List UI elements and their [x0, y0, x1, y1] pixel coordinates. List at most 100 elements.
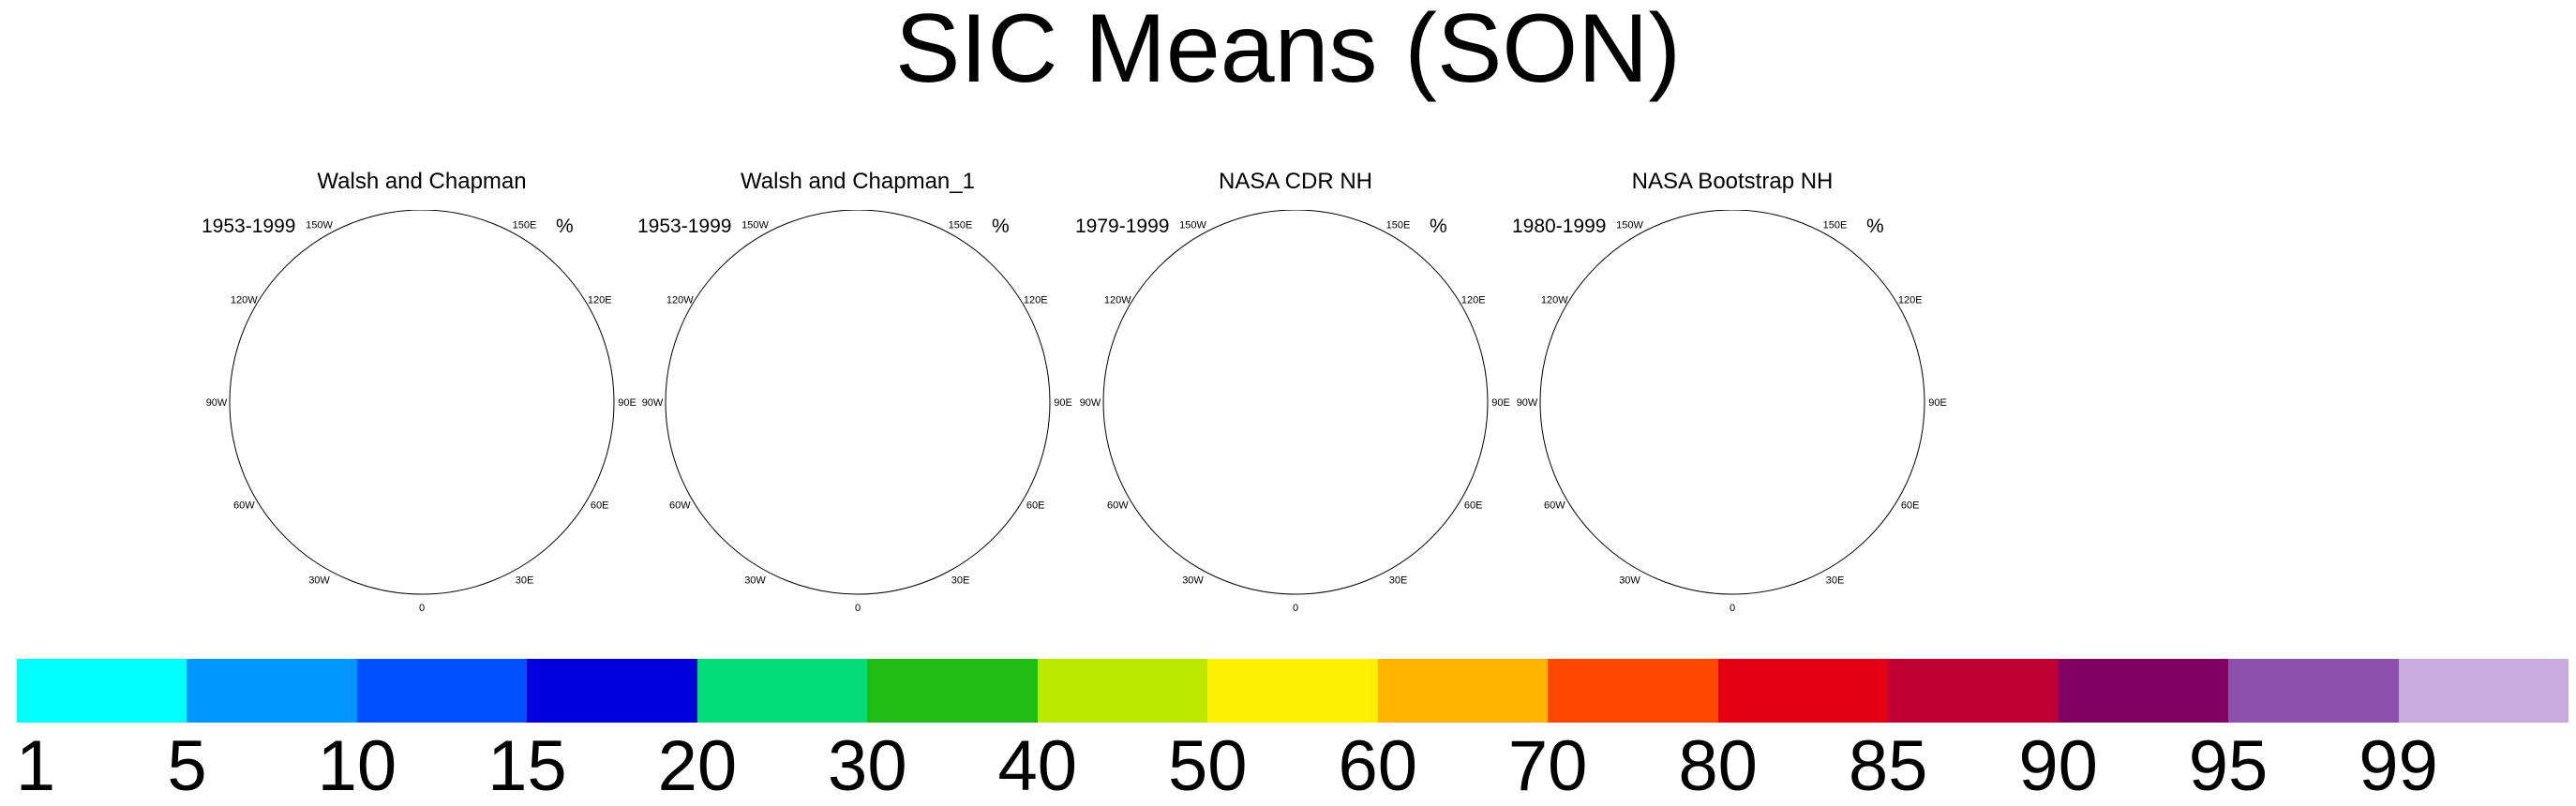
longitude-label: 30W — [744, 575, 766, 587]
longitude-label: 90E — [1491, 397, 1510, 409]
colorbar-label: 50 — [1167, 726, 1248, 806]
longitude-label: 30W — [1182, 575, 1204, 587]
longitude-label: 90W — [1517, 397, 1538, 409]
colorbar-label: 10 — [317, 726, 397, 806]
colorbar-swatch — [2398, 659, 2569, 723]
colorbar — [17, 659, 2569, 723]
longitude-label: 150W — [1179, 219, 1206, 231]
panel-units: % — [1430, 216, 1447, 237]
panel-title: NASA CDR NH — [1218, 169, 1373, 194]
longitude-label: 0 — [419, 603, 425, 613]
longitude-label: 120E — [1898, 295, 1923, 306]
longitude-label: 120W — [666, 295, 694, 306]
longitude-label: 150E — [1823, 219, 1848, 231]
longitude-label: 0 — [1293, 603, 1298, 613]
colorbar-swatch — [1548, 659, 1719, 723]
longitude-label: 90W — [1080, 397, 1101, 409]
longitude-label: 150W — [306, 219, 333, 231]
ocean-disk — [230, 210, 614, 594]
map-border — [229, 210, 615, 595]
colorbar-label: 95 — [2188, 726, 2269, 806]
longitude-label: 0 — [855, 603, 861, 613]
polar-map: 180150E120E90E60E30E030W60W90W120W150W — [206, 210, 637, 613]
longitude-label: 0 — [1730, 603, 1735, 613]
longitude-label: 30W — [308, 575, 330, 587]
longitude-label: 30E — [1826, 575, 1845, 587]
longitude-label: 60E — [1026, 500, 1045, 512]
colorbar-swatch — [2228, 659, 2400, 723]
longitude-label: 120E — [1024, 295, 1048, 306]
longitude-label: 60W — [233, 500, 255, 512]
ocean-disk — [666, 210, 1050, 594]
figure-title: SIC Means (SON) — [895, 0, 1681, 103]
panel-units: % — [556, 216, 574, 237]
panel-title: Walsh and Chapman_1 — [741, 169, 975, 194]
longitude-label: 90W — [642, 397, 664, 409]
colorbar-label: 1 — [15, 726, 56, 806]
longitude-label: 120W — [231, 295, 258, 306]
map-border — [1102, 210, 1489, 595]
longitude-label: 120W — [1104, 295, 1131, 306]
longitude-label: 30E — [516, 575, 534, 587]
polar-map: 180150E120E90E60E30E030W60W90W120W150W — [1080, 210, 1510, 613]
colorbar-label: 60 — [1338, 726, 1417, 806]
ocean-disk — [1103, 210, 1488, 594]
colorbar-swatch — [1717, 659, 1889, 723]
colorbar-swatch — [187, 659, 358, 723]
colorbar-swatch — [527, 659, 698, 723]
colorbar-swatch — [1377, 659, 1549, 723]
longitude-label: 90E — [1054, 397, 1072, 409]
map-border — [665, 210, 1051, 595]
map-border — [1539, 210, 1925, 595]
colorbar-swatch — [696, 659, 868, 723]
colorbar-swatch — [1888, 659, 2059, 723]
map-panel-3: NASA CDR NH1979-1999%180150E120E90E60E30… — [1075, 169, 1516, 613]
map-panel-2: Walsh and Chapman_11953-1999%180150E120E… — [637, 169, 1078, 613]
colorbar-label: 15 — [487, 726, 567, 806]
panel-period: 1953-1999 — [637, 216, 732, 237]
longitude-label: 60E — [1901, 500, 1920, 512]
longitude-label: 30E — [1389, 575, 1408, 587]
longitude-label: 90E — [1928, 397, 1947, 409]
polar-map: 180150E120E90E60E30E030W60W90W120W150W — [1517, 210, 1947, 613]
longitude-label: 150E — [949, 219, 973, 231]
panel-title: Walsh and Chapman — [317, 169, 527, 194]
panel-units: % — [1866, 216, 1884, 237]
panel-title: NASA Bootstrap NH — [1631, 169, 1834, 194]
map-panel-4: NASA Bootstrap NH1980-1999%180150E120E90… — [1512, 169, 1953, 613]
colorbar-label: 80 — [1678, 726, 1758, 806]
polar-map: 180150E120E90E60E30E030W60W90W120W150W — [642, 210, 1072, 613]
colorbar-label: 90 — [2018, 726, 2098, 806]
longitude-label: 150E — [1386, 219, 1411, 231]
longitude-label: 30W — [1619, 575, 1640, 587]
panel-units: % — [992, 216, 1010, 237]
colorbar-label: 99 — [2359, 726, 2438, 806]
colorbar-label: 85 — [1848, 726, 1928, 806]
longitude-label: 60E — [1464, 500, 1483, 512]
colorbar-swatch — [1207, 659, 1379, 723]
longitude-label: 60W — [669, 500, 691, 512]
longitude-label: 120W — [1541, 295, 1568, 306]
longitude-label: 90W — [206, 397, 228, 409]
colorbar-label: 40 — [997, 726, 1078, 806]
colorbar-label: 20 — [657, 726, 738, 806]
ocean-disk — [1540, 210, 1925, 594]
colorbar-swatch — [356, 659, 528, 723]
longitude-label: 60W — [1544, 500, 1565, 512]
colorbar-swatch — [17, 659, 187, 723]
longitude-label: 60E — [591, 500, 609, 512]
longitude-label: 30E — [951, 575, 970, 587]
panel-period: 1953-1999 — [202, 216, 296, 237]
longitude-label: 90E — [618, 397, 637, 409]
longitude-label: 60W — [1107, 500, 1129, 512]
colorbar-label: 5 — [167, 726, 207, 806]
panel-period: 1979-1999 — [1075, 216, 1170, 237]
colorbar-swatch — [867, 659, 1039, 723]
longitude-label: 150E — [513, 219, 537, 231]
colorbar-swatch — [1037, 659, 1208, 723]
colorbar-swatch — [2058, 659, 2229, 723]
longitude-label: 120E — [1461, 295, 1486, 306]
colorbar-label: 30 — [828, 726, 907, 806]
map-panel-1: Walsh and Chapman1953-1999%180150E120E90… — [202, 169, 642, 613]
longitude-label: 150W — [741, 219, 769, 231]
